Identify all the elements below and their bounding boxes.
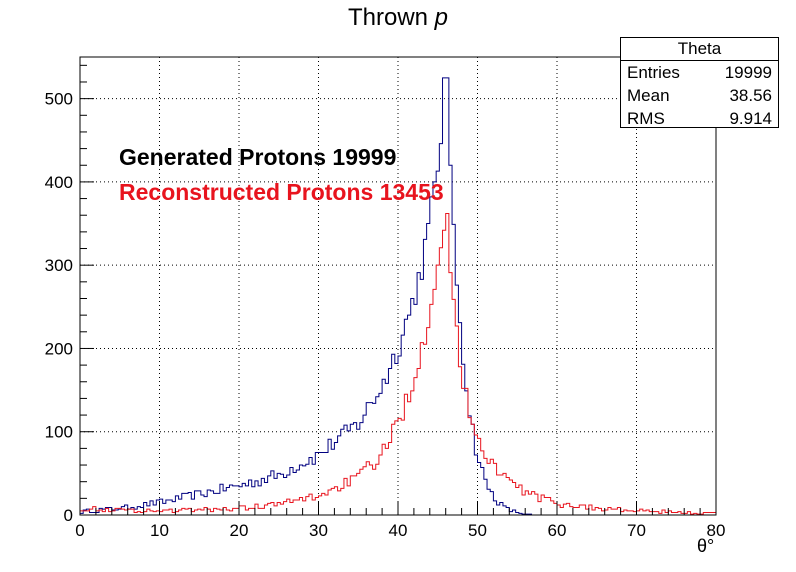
tick-labels: 0 10 20 30 40 50 60 70 80 0 100 200 300 400 500 bbox=[45, 90, 726, 540]
stats-entries-label: Entries bbox=[627, 63, 680, 82]
x-tick-label: 0 bbox=[75, 521, 84, 540]
x-tick-label: 40 bbox=[389, 521, 408, 540]
stats-mean-value: 38.56 bbox=[729, 86, 772, 105]
x-axis-label: θ° bbox=[697, 536, 715, 556]
chart-title: Thrown p bbox=[347, 4, 449, 31]
y-tick-label: 300 bbox=[45, 256, 73, 275]
y-tick-label: 500 bbox=[45, 90, 73, 109]
tick-marks bbox=[79, 64, 717, 516]
x-tick-label: 30 bbox=[309, 521, 328, 540]
y-tick-label: 400 bbox=[45, 173, 73, 192]
stats-rms-value: 9.914 bbox=[729, 109, 772, 128]
histogram-series-1 bbox=[80, 213, 716, 515]
stats-entries-row: Entries 19999 bbox=[621, 61, 778, 84]
stats-mean-label: Mean bbox=[627, 86, 670, 105]
x-tick-label: 80 bbox=[707, 521, 726, 540]
stats-mean-row: Mean 38.56 bbox=[621, 84, 778, 107]
annotation-reconstructed: Reconstructed Protons 13453 bbox=[119, 179, 444, 205]
stats-entries-value: 19999 bbox=[724, 63, 772, 82]
x-tick-label: 50 bbox=[468, 521, 487, 540]
y-tick-label: 100 bbox=[45, 423, 73, 442]
y-tick-label: 200 bbox=[45, 339, 73, 358]
stats-rms-label: RMS bbox=[627, 109, 665, 128]
annotation-generated: Generated Protons 19999 bbox=[119, 144, 397, 170]
stats-rms-row: RMS 9.914 bbox=[621, 107, 778, 130]
x-tick-label: 10 bbox=[150, 521, 169, 540]
stats-title: Theta bbox=[621, 38, 778, 61]
stats-box: Theta Entries 19999 Mean 38.56 RMS 9.914 bbox=[620, 37, 779, 128]
x-tick-label: 70 bbox=[627, 521, 646, 540]
y-tick-label: 0 bbox=[64, 506, 73, 525]
x-tick-label: 60 bbox=[548, 521, 567, 540]
x-tick-label: 20 bbox=[230, 521, 249, 540]
